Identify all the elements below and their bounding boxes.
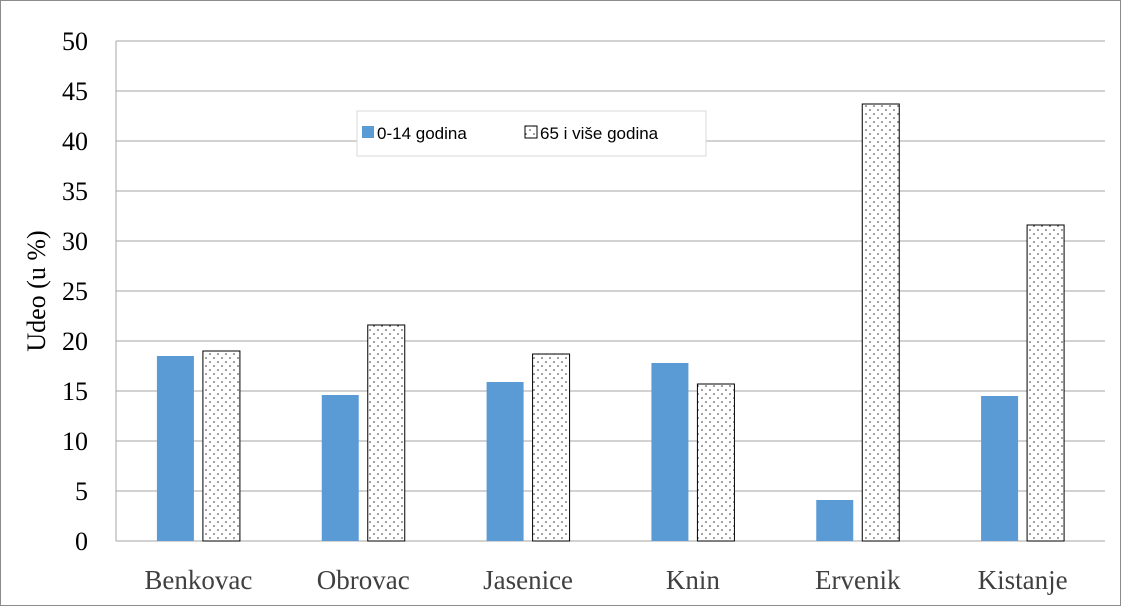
bar-age-0-14-benkovac — [156, 356, 194, 541]
bar-age-65-plus-jasenice — [532, 353, 571, 542]
bar-age-65-plus-kistanje — [1026, 224, 1065, 542]
y-tick-labels: 0 5 10 15 20 25 30 35 40 45 50 — [62, 27, 88, 556]
x-category-labels: Benkovac Obrovac Jasenice Knin Ervenik Kistan… — [144, 565, 1067, 595]
bar-age-65-plus-obrovac — [367, 324, 406, 542]
y-tick-label: 0 — [75, 527, 88, 556]
x-category-label: Kistanje — [978, 565, 1068, 595]
x-category-label: Ervenik — [815, 565, 901, 595]
x-category-label: Benkovac — [144, 565, 252, 595]
y-tick-label: 30 — [62, 227, 88, 256]
bar-age-0-14-jasenice — [486, 382, 524, 541]
legend-swatch-age-65-plus — [524, 125, 538, 139]
y-tick-label: 35 — [62, 177, 88, 206]
y-tick-label: 10 — [62, 427, 88, 456]
bar-age-0-14-ervenik — [816, 500, 854, 541]
bar-age-0-14-knin — [651, 363, 689, 541]
y-tick-label: 45 — [62, 77, 88, 106]
legend-label-age-0-14: 0-14 godina — [377, 124, 467, 143]
x-category-label: Obrovac — [317, 565, 410, 595]
legend-label-age-65-plus: 65 i više godina — [540, 124, 659, 143]
bars — [156, 103, 1065, 542]
bar-age-0-14-obrovac — [321, 395, 359, 541]
bar-age-65-plus-ervenik — [861, 103, 900, 542]
y-tick-label: 15 — [62, 377, 88, 406]
y-tick-label: 50 — [62, 27, 88, 56]
bar-age-0-14-kistanje — [981, 396, 1019, 541]
y-tick-label: 40 — [62, 127, 88, 156]
y-axis-title: Udeo (u %) — [22, 230, 51, 351]
x-category-label: Jasenice — [483, 565, 573, 595]
y-tick-label: 5 — [75, 477, 88, 506]
legend: 0-14 godina 65 i više godina — [356, 110, 707, 157]
y-tick-label: 25 — [62, 277, 88, 306]
y-tick-label: 20 — [62, 327, 88, 356]
bar-age-65-plus-knin — [696, 383, 735, 542]
bar-age-65-plus-benkovac — [202, 350, 241, 542]
legend-swatch-age-0-14 — [362, 126, 374, 138]
x-category-label: Knin — [666, 565, 721, 595]
